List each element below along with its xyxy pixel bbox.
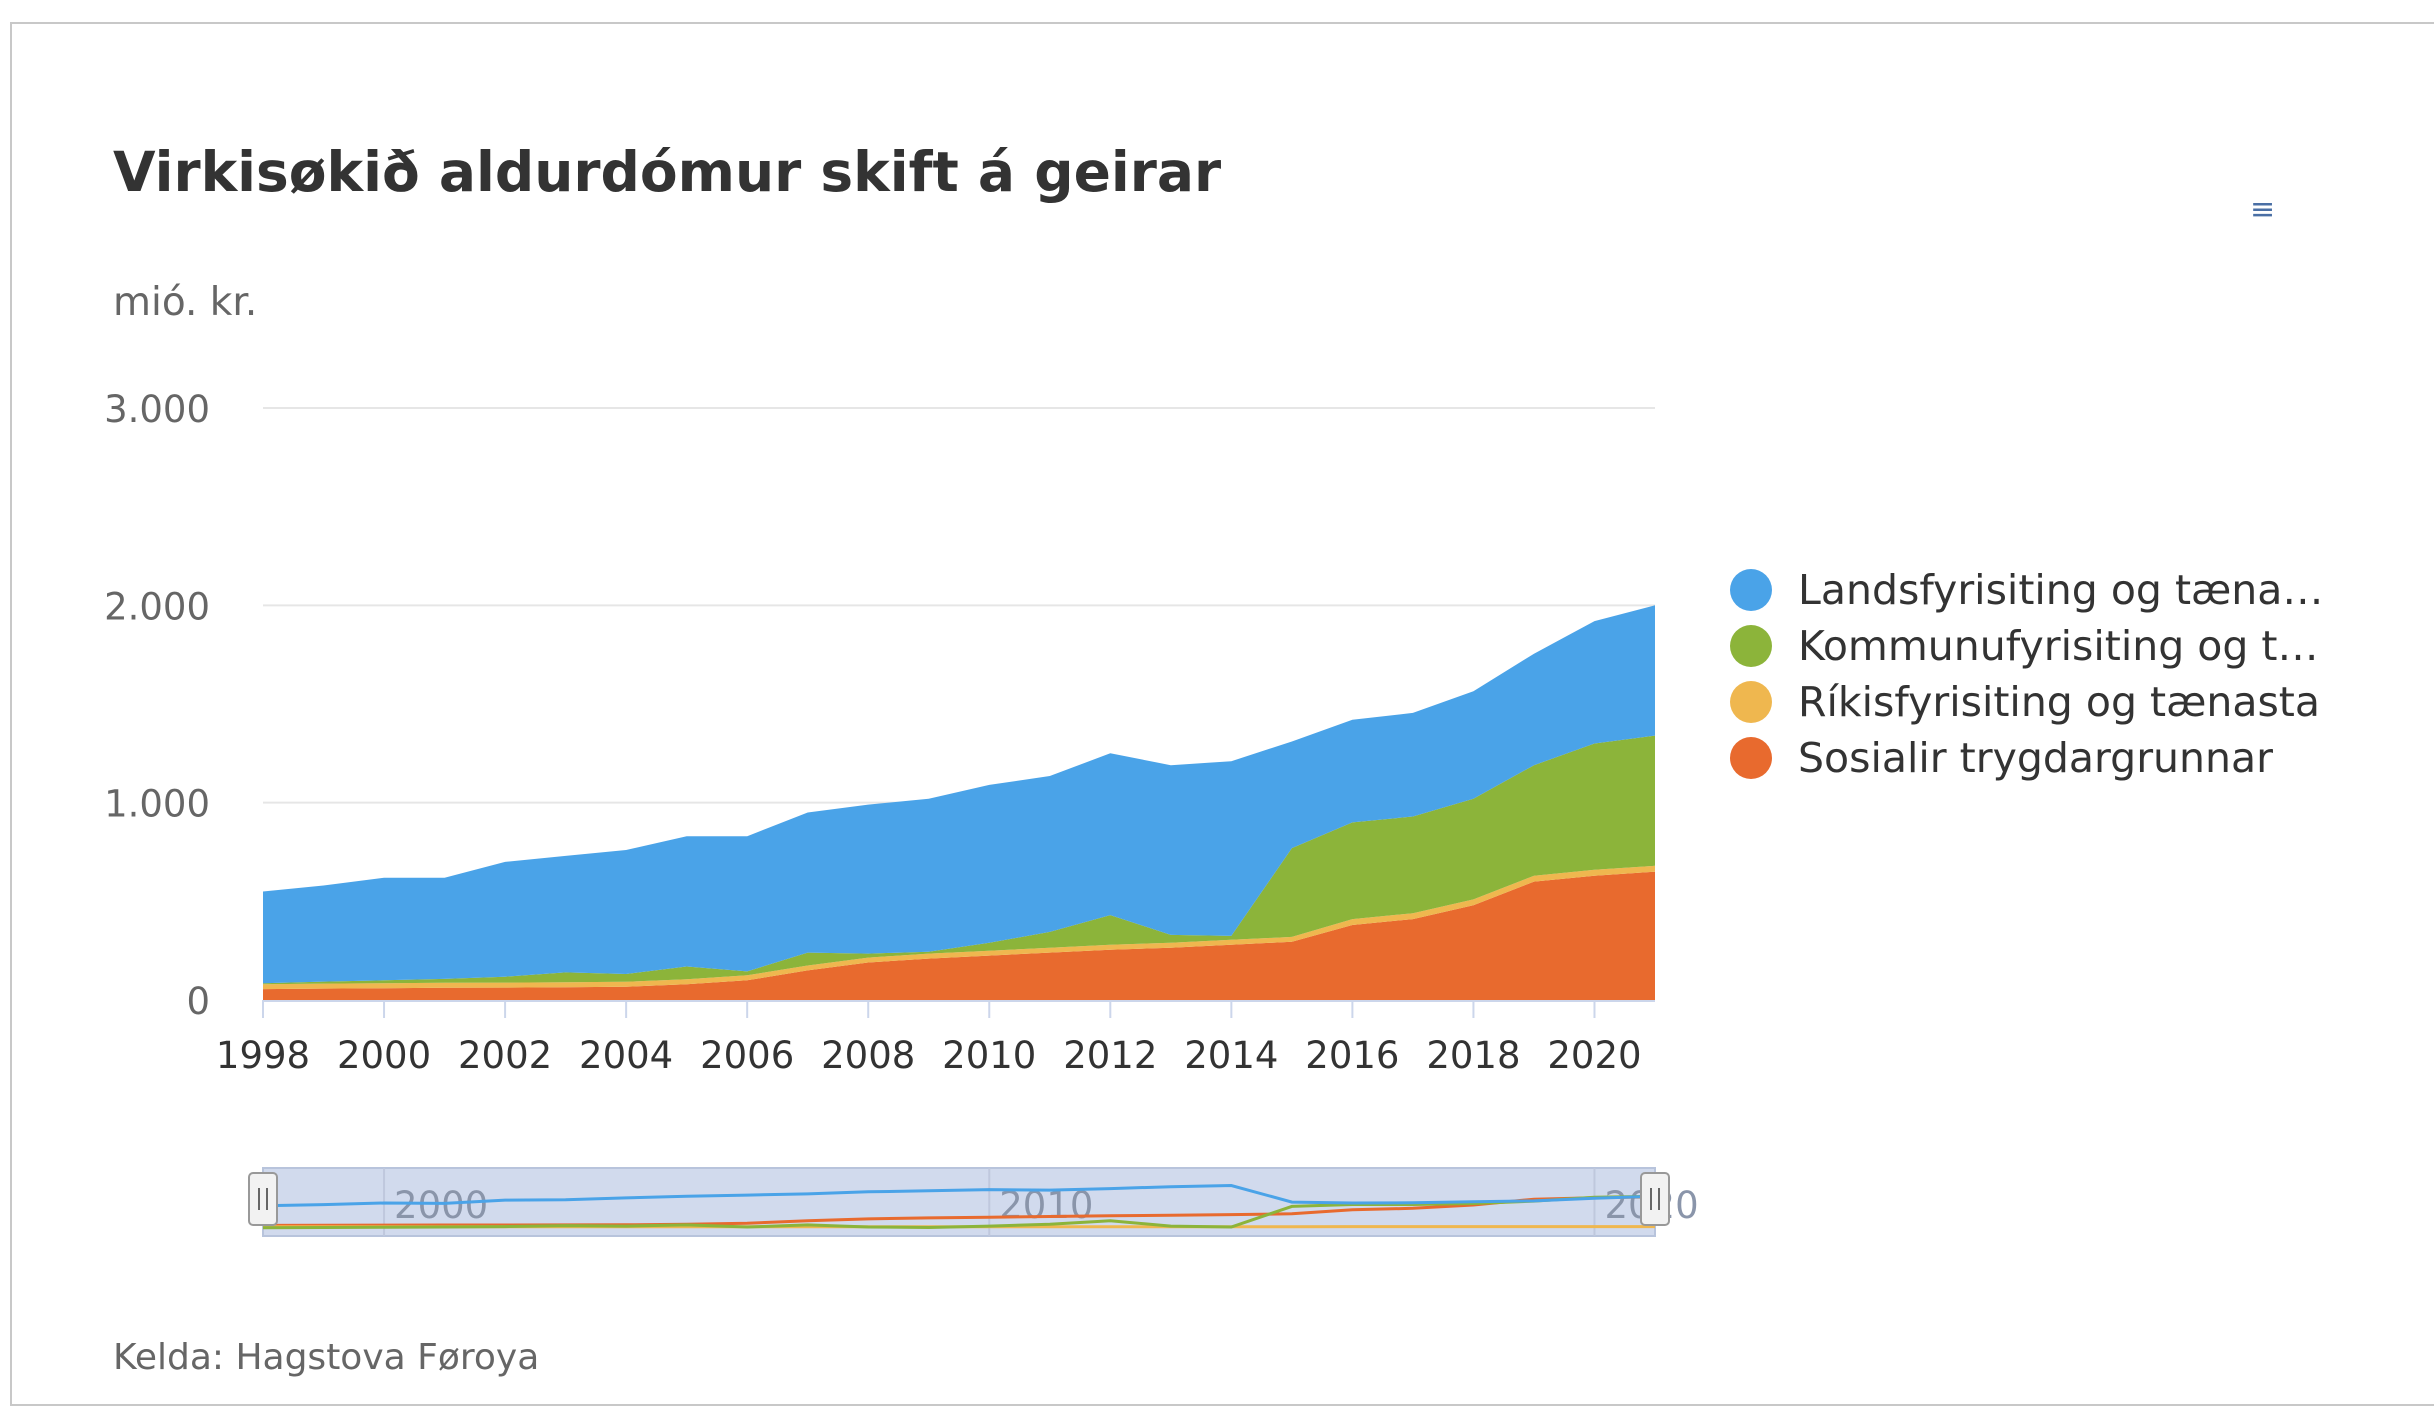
navigator-series-line <box>262 1194 1656 1230</box>
y-tick-label: 2.000 <box>104 585 210 628</box>
navigator-left-handle[interactable] <box>248 1172 278 1226</box>
navigator-right-handle[interactable] <box>1640 1172 1670 1226</box>
legend-label: Sosialir trygdargrunnar <box>1798 734 2273 782</box>
legend-marker-icon <box>1730 737 1772 779</box>
y-tick-label: 3.000 <box>104 388 210 431</box>
x-tick-label: 1998 <box>216 1034 310 1077</box>
navigator-series-line <box>262 1183 1656 1208</box>
x-tick-label: 2002 <box>458 1034 552 1077</box>
y-axis-unit-label: mió. kr. <box>113 280 258 325</box>
legend-item-landsfyrisiting[interactable]: Landsfyrisiting og tænasta <box>1730 562 2338 618</box>
legend-label: Ríkisfyrisiting og tænasta <box>1798 678 2321 726</box>
x-tick-label: 2020 <box>1547 1034 1641 1077</box>
x-tick-label: 2006 <box>700 1034 794 1077</box>
y-tick-label: 0 <box>186 980 210 1023</box>
source-credit: Kelda: Hagstova Føroya <box>113 1337 540 1378</box>
legend-item-rikisfyrisiting[interactable]: Ríkisfyrisiting og tænasta <box>1730 674 2338 730</box>
x-tick-label: 2016 <box>1305 1034 1399 1077</box>
hamburger-menu-icon[interactable]: ≡ <box>2250 192 2276 227</box>
legend-marker-icon <box>1730 569 1772 611</box>
legend-label: Landsfyrisiting og tænasta <box>1798 566 2338 614</box>
chart-container <box>10 22 2434 1406</box>
chart-title: Virkisøkið aldurdómur skift á geirar <box>113 140 1222 204</box>
navigator-series-line <box>262 1195 1656 1227</box>
legend-item-kommunufyrisiting[interactable]: Kommunufyrisiting og tæ... <box>1730 618 2338 674</box>
legend-label: Kommunufyrisiting og tæ... <box>1798 622 2338 670</box>
x-tick-label: 2018 <box>1426 1034 1520 1077</box>
area-series-2 <box>263 735 1655 985</box>
legend-item-sosialir[interactable]: Sosialir trygdargrunnar <box>1730 730 2338 786</box>
x-tick-label: 2012 <box>1063 1034 1157 1077</box>
legend-marker-icon <box>1730 681 1772 723</box>
x-tick-label: 2000 <box>337 1034 431 1077</box>
area-series-3 <box>263 605 1655 984</box>
legend-marker-icon <box>1730 625 1772 667</box>
x-tick-label: 2008 <box>821 1034 915 1077</box>
area-series-0 <box>263 871 1655 1000</box>
x-tick-label: 2014 <box>1184 1034 1278 1077</box>
chart-legend: Landsfyrisiting og tænasta Kommunufyrisi… <box>1730 562 2338 786</box>
navigator-tick-label: 2000 <box>394 1184 488 1227</box>
y-tick-label: 1.000 <box>104 783 210 826</box>
x-tick-label: 2004 <box>579 1034 673 1077</box>
x-tick-label: 2010 <box>942 1034 1036 1077</box>
